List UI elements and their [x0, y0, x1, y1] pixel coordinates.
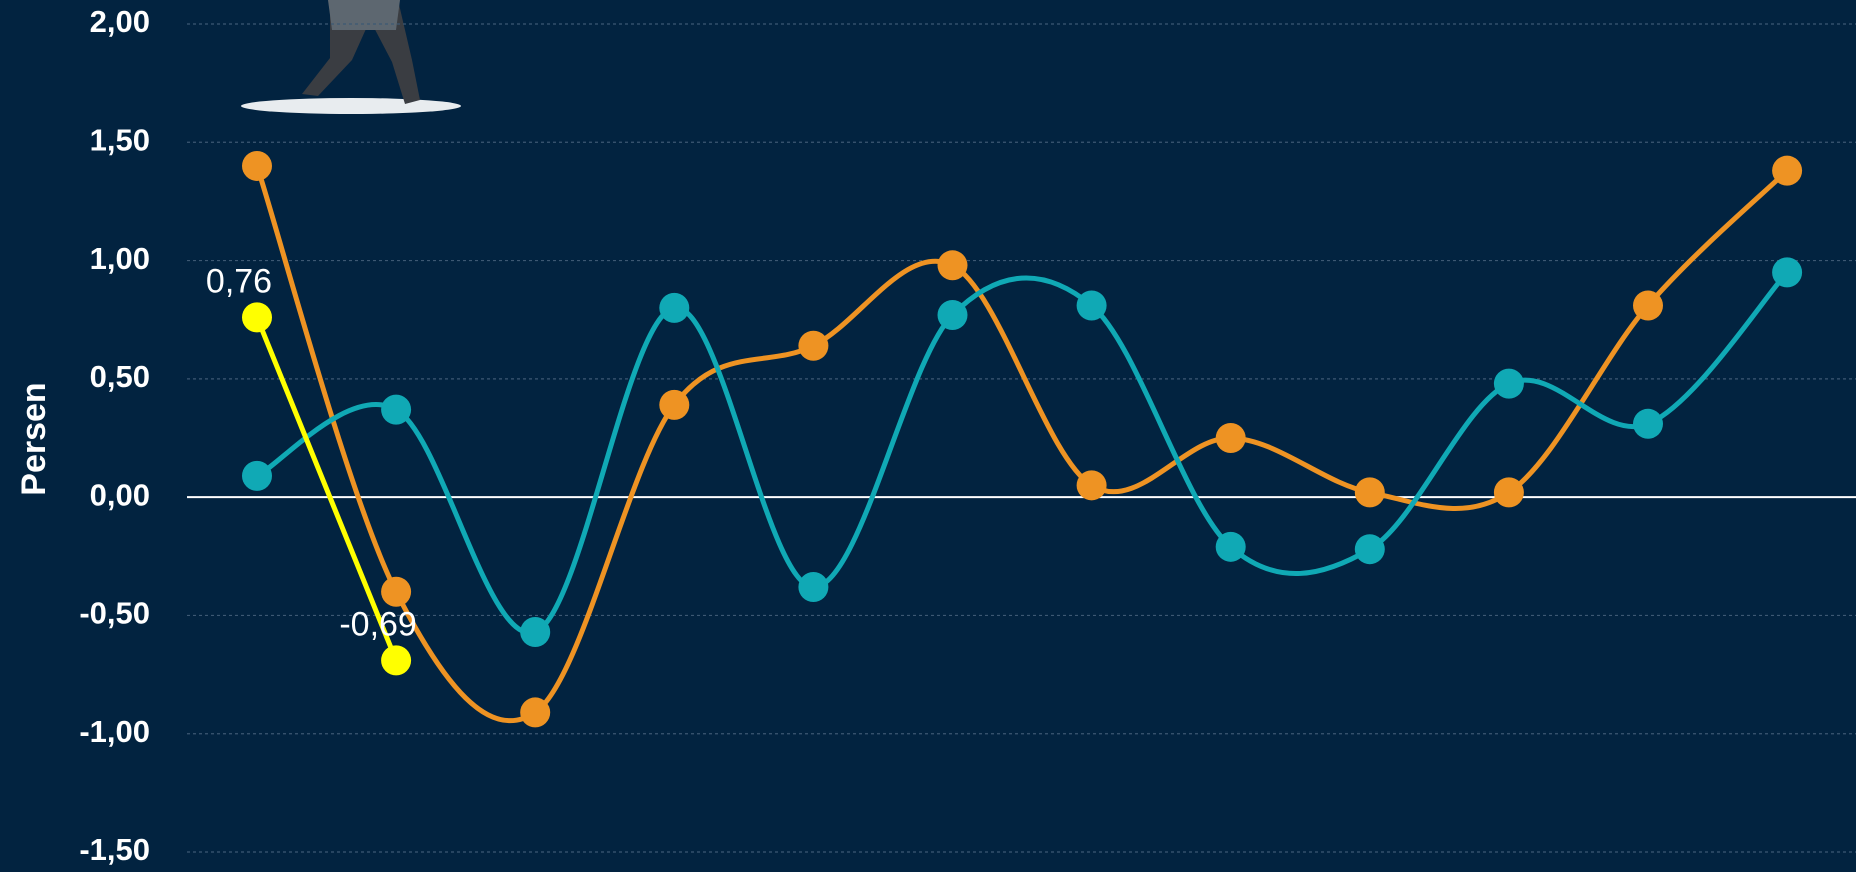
- data-point: [798, 572, 829, 603]
- data-label: -0,69: [339, 605, 417, 643]
- data-point: [520, 697, 551, 728]
- x-tick-label: Okt: [1483, 866, 1535, 872]
- y-tick-label: 1,50: [90, 122, 150, 157]
- y-tick-label: -1,50: [79, 832, 150, 867]
- data-point: [381, 576, 412, 607]
- data-point: [937, 250, 968, 281]
- data-point: [520, 616, 551, 647]
- data-point: [1215, 423, 1246, 453]
- y-tick-label: -1,00: [79, 714, 150, 749]
- data-point: [1076, 290, 1107, 321]
- data-point: [659, 292, 690, 323]
- y-tick-label: 1,00: [90, 241, 150, 276]
- x-tick-label: Mei: [788, 866, 840, 872]
- data-point: [381, 394, 412, 425]
- x-tick-label: Nov: [1619, 866, 1678, 872]
- x-tick-label: Feb: [369, 866, 424, 872]
- data-point: [1354, 534, 1385, 565]
- data-point: [1354, 477, 1385, 508]
- data-point: [1633, 290, 1663, 321]
- x-tick-label: Apr: [648, 866, 701, 872]
- data-point: [1493, 368, 1524, 399]
- x-tick-label: Agt: [1205, 866, 1257, 872]
- y-tick-label: 0,00: [90, 477, 150, 512]
- data-point: [1633, 408, 1663, 439]
- data-point: [1076, 470, 1107, 501]
- data-point: [242, 460, 272, 491]
- data-point: [242, 302, 272, 333]
- data-point: [381, 645, 412, 676]
- x-tick-label: Jan: [230, 866, 283, 872]
- data-point: [1772, 257, 1803, 288]
- x-tick-label: Sep: [1341, 866, 1398, 872]
- data-point: [1215, 531, 1246, 562]
- illustration: [241, 0, 461, 114]
- y-tick-label: -0,50: [79, 596, 150, 631]
- data-label: 0,76: [206, 262, 272, 300]
- data-point: [242, 150, 272, 181]
- data-point: [798, 330, 829, 361]
- y-axis-label: Persen: [15, 382, 53, 495]
- y-tick-label: 0,50: [90, 359, 150, 394]
- x-tick-label: Mar: [508, 866, 563, 872]
- data-point: [937, 299, 968, 330]
- y-tick-label: 2,00: [90, 4, 150, 39]
- x-tick-label: Jul: [1069, 866, 1114, 872]
- data-point: [1772, 155, 1803, 186]
- data-point: [659, 389, 690, 420]
- x-tick-label: Des: [1759, 866, 1816, 872]
- data-point: [1493, 477, 1524, 508]
- x-tick-label: Jun: [925, 866, 980, 872]
- series-line: [254, 316, 399, 662]
